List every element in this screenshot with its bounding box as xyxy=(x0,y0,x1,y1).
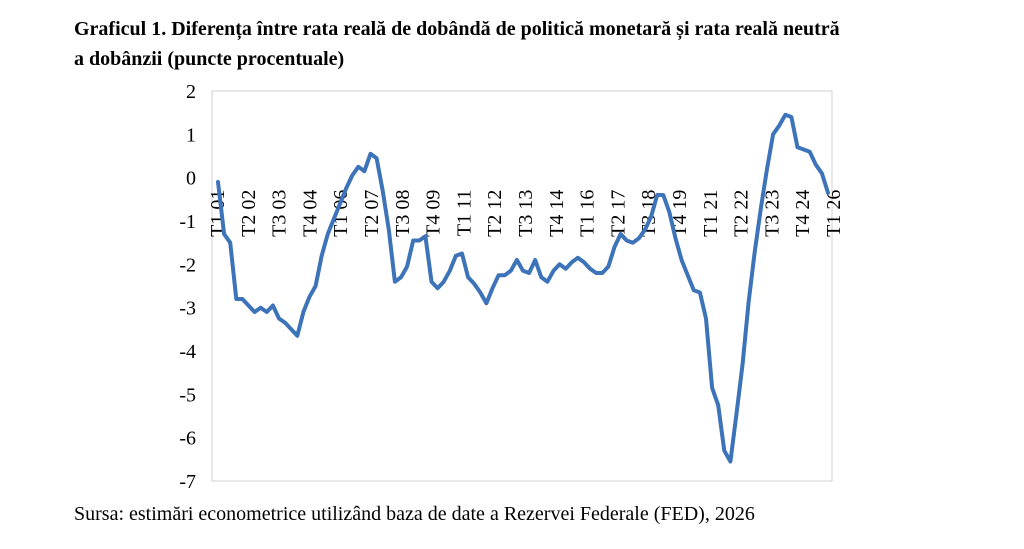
x-tick-label: T1 06 xyxy=(330,190,352,237)
x-tick-label: T4 14 xyxy=(546,190,568,237)
x-tick-label: T1 11 xyxy=(453,190,475,236)
y-tick-label: -7 xyxy=(179,471,196,493)
x-tick-label: T2 22 xyxy=(731,190,753,237)
y-tick-label: -1 xyxy=(179,211,196,233)
x-tick-label: T1 16 xyxy=(577,190,599,237)
series-layer xyxy=(216,112,830,464)
y-tick-label: -4 xyxy=(179,341,196,363)
x-tick-label: T2 12 xyxy=(484,190,506,237)
y-tick-label: -2 xyxy=(179,254,196,276)
x-tick-label: T2 02 xyxy=(238,190,260,237)
x-tick-label: T3 13 xyxy=(515,190,537,237)
series-line xyxy=(216,112,830,464)
chart-title-line-2: a dobânzii (puncte procentuale) xyxy=(74,48,345,70)
x-tick-label: T4 09 xyxy=(423,190,445,237)
y-tick-label: -5 xyxy=(179,384,196,406)
x-tick-label: T4 24 xyxy=(792,190,814,237)
x-tick-label: T3 23 xyxy=(761,190,783,237)
y-axis: 2 1 0 -1 -2 -3 -4 -5 -6 -7 xyxy=(179,81,196,493)
x-tick-label: T3 03 xyxy=(269,190,291,237)
chart-title-line-1: Graficul 1. Diferența între rata reală d… xyxy=(74,18,840,40)
y-tick-label: -3 xyxy=(179,298,196,320)
x-tick-label: T2 07 xyxy=(361,190,383,237)
x-tick-label: T1 26 xyxy=(823,190,845,237)
y-tick-label: 0 xyxy=(186,168,196,190)
x-tick-label: T2 17 xyxy=(607,190,629,237)
source-note: Sursa: estimări econometrice utilizând b… xyxy=(74,503,755,525)
x-tick-label: T3 08 xyxy=(392,190,414,237)
y-tick-label: 2 xyxy=(186,81,196,103)
y-tick-label: -6 xyxy=(179,428,196,450)
x-tick-label: T4 19 xyxy=(669,190,691,237)
plot-area-frame xyxy=(211,90,833,482)
y-tick-label: 1 xyxy=(186,124,196,146)
chart-title: Graficul 1. Diferența între rata reală d… xyxy=(74,14,974,74)
x-axis: T1 01 T2 02 T3 03 T4 04 T1 06 T2 07 T3 08 T4 09… xyxy=(207,190,845,237)
x-tick-label: T4 04 xyxy=(299,190,321,237)
x-tick-label: T1 21 xyxy=(700,190,722,237)
